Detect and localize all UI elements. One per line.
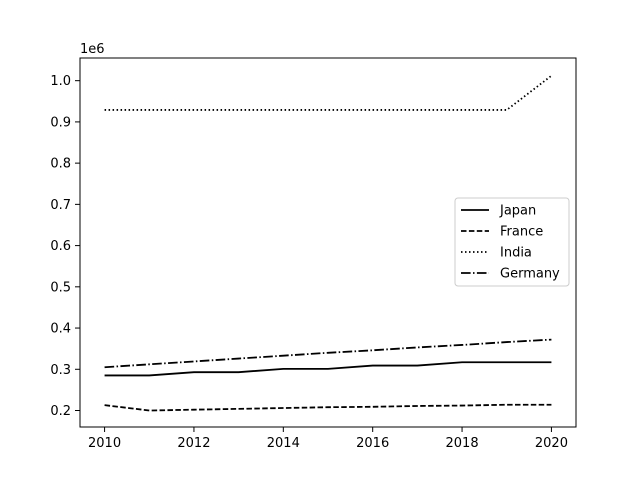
x-axis: 2010 2012 2014 2016 2018 2020	[88, 427, 568, 451]
x-tick-label-2012: 2012	[177, 436, 210, 451]
y-tick-label-0.2: 0.2	[50, 404, 71, 419]
plot-frame	[79, 57, 577, 428]
legend-label-germany: Germany	[500, 267, 560, 282]
y-tick-label-0.7: 0.7	[50, 198, 71, 213]
series-layer	[104, 75, 552, 412]
x-tick-label-2018: 2018	[446, 436, 479, 451]
x-tick-label-2014: 2014	[267, 436, 300, 451]
series-line-japan	[104, 361, 552, 377]
legend-box	[454, 197, 570, 287]
x-tick-label-2016: 2016	[356, 436, 389, 451]
y-offset-label: 1e6	[80, 42, 105, 57]
legend-label-france: France	[500, 225, 543, 240]
x-tick-label-2020: 2020	[535, 436, 568, 451]
y-tick-label-0.9: 0.9	[50, 115, 71, 130]
x-tick-label-2010: 2010	[88, 436, 121, 451]
series-line-india	[104, 75, 552, 111]
y-tick-label-1.0: 1.0	[50, 74, 71, 89]
y-tick-label-0.6: 0.6	[50, 239, 71, 254]
series-line-germany	[104, 338, 552, 369]
legend-label-japan: Japan	[499, 204, 536, 219]
y-tick-label-0.8: 0.8	[50, 157, 71, 172]
y-tick-label-0.4: 0.4	[50, 322, 71, 337]
legend-label-india: India	[500, 246, 532, 261]
series-line-france	[104, 403, 552, 412]
y-tick-label-0.3: 0.3	[50, 363, 71, 378]
y-axis: 0.2 0.3 0.4 0.5 0.6 0.7 0.8 0.9 1.0	[50, 74, 80, 419]
y-tick-label-0.5: 0.5	[50, 280, 71, 295]
legend: Japan France India Germany	[454, 197, 570, 287]
